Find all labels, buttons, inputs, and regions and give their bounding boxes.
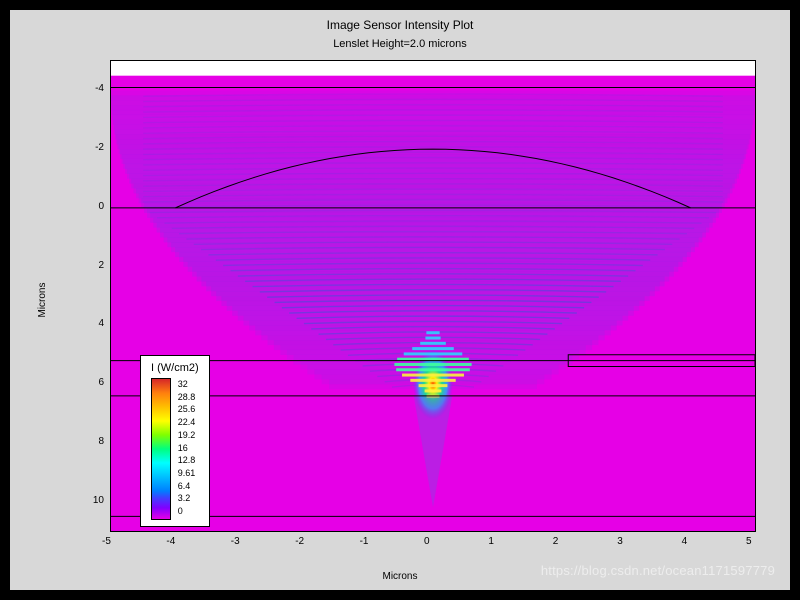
y-tick-label: 8	[82, 436, 104, 447]
watermark-text: https://blog.csdn.net/ocean1171597779	[541, 563, 775, 578]
x-tick-label: 0	[424, 536, 430, 547]
y-tick-label: 6	[82, 377, 104, 388]
legend-value: 25.6	[178, 403, 196, 416]
x-tick-label: 5	[746, 536, 752, 547]
plot-subtitle: Lenslet Height=2.0 microns	[10, 38, 790, 50]
legend-values: 3228.825.622.419.21612.89.616.43.20	[178, 378, 196, 518]
x-tick-label: 2	[553, 536, 559, 547]
legend-value: 6.4	[178, 480, 196, 493]
x-tick-label: -4	[166, 536, 175, 547]
x-tick-label: 4	[682, 536, 688, 547]
outer-frame: Image Sensor Intensity Plot Lenslet Heig…	[0, 0, 800, 600]
legend-value: 16	[178, 442, 196, 455]
legend-value: 22.4	[178, 416, 196, 429]
x-tick-label: 3	[617, 536, 623, 547]
legend-value: 28.8	[178, 391, 196, 404]
y-tick-label: 0	[82, 201, 104, 212]
legend-title: I (W/cm2)	[151, 362, 199, 374]
color-legend: I (W/cm2) 3228.825.622.419.21612.89.616.…	[140, 355, 210, 527]
y-tick-label: -4	[82, 83, 104, 94]
legend-value: 0	[178, 505, 196, 518]
legend-value: 12.8	[178, 454, 196, 467]
x-tick-label: -2	[295, 536, 304, 547]
legend-value: 3.2	[178, 492, 196, 505]
x-tick-label: -5	[102, 536, 111, 547]
y-axis-label: Microns	[37, 282, 48, 317]
x-tick-label: -1	[360, 536, 369, 547]
plot-title: Image Sensor Intensity Plot	[10, 18, 790, 32]
x-tick-label: 1	[488, 536, 494, 547]
y-tick-label: 4	[82, 318, 104, 329]
legend-colorbar	[151, 378, 171, 520]
legend-value: 9.61	[178, 467, 196, 480]
y-tick-label: 10	[82, 495, 104, 506]
plot-panel: Image Sensor Intensity Plot Lenslet Heig…	[10, 10, 790, 590]
legend-value: 19.2	[178, 429, 196, 442]
y-tick-label: 2	[82, 260, 104, 271]
y-tick-label: -2	[82, 142, 104, 153]
x-tick-label: -3	[231, 536, 240, 547]
legend-value: 32	[178, 378, 196, 391]
